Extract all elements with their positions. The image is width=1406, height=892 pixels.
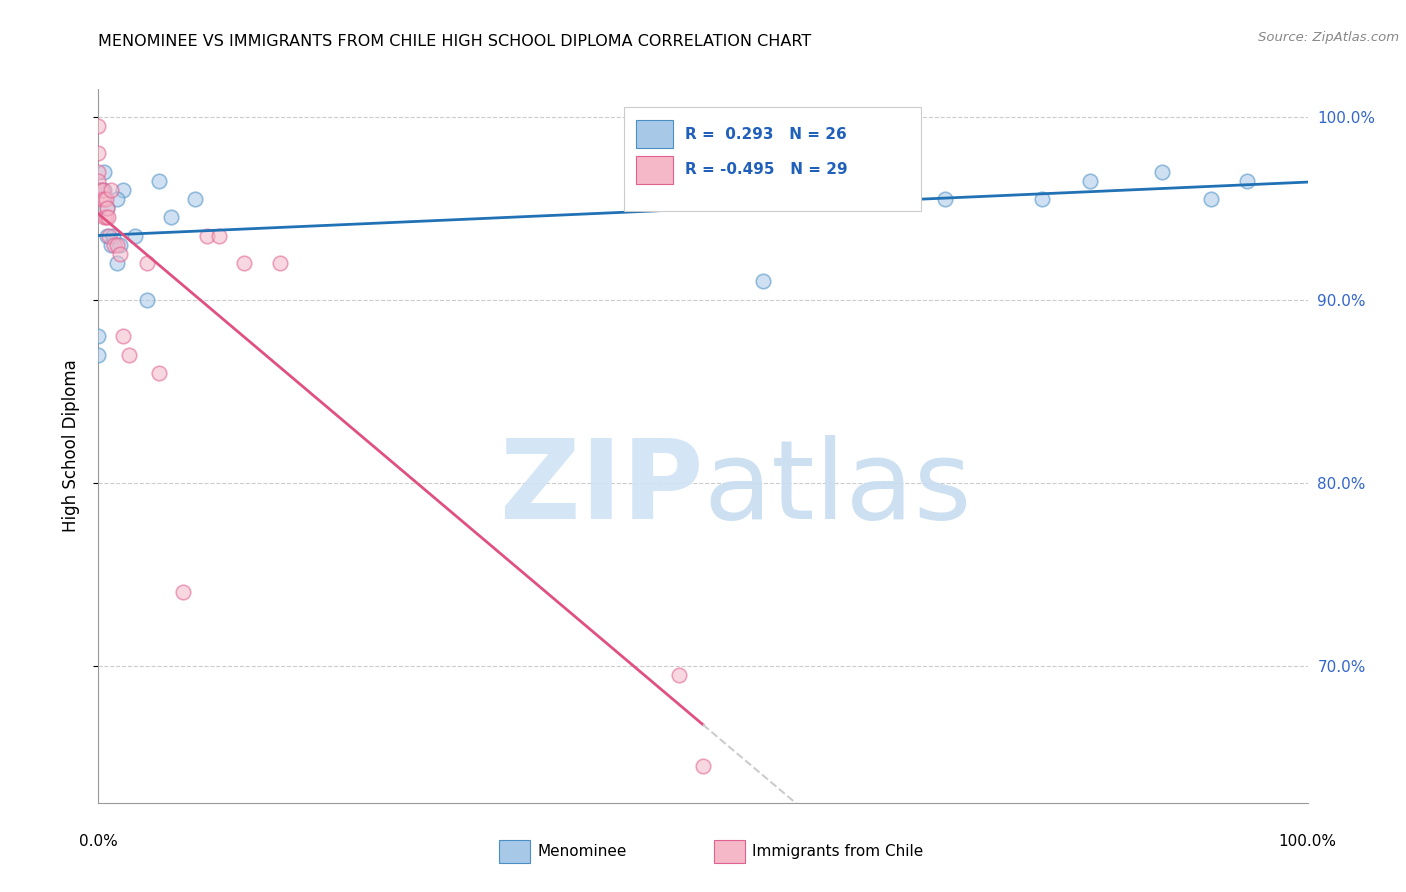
Point xyxy=(96,201,118,215)
Point xyxy=(90,183,112,197)
Point xyxy=(105,256,128,270)
Point xyxy=(108,247,131,261)
Point xyxy=(195,228,218,243)
Point xyxy=(94,192,117,206)
Point xyxy=(1152,164,1174,178)
Text: MENOMINEE VS IMMIGRANTS FROM CHILE HIGH SCHOOL DIPLOMA CORRELATION CHART: MENOMINEE VS IMMIGRANTS FROM CHILE HIGH … xyxy=(98,34,811,49)
Point xyxy=(101,228,124,243)
Point xyxy=(135,293,157,307)
Text: R = -0.495   N = 29: R = -0.495 N = 29 xyxy=(685,162,848,178)
FancyBboxPatch shape xyxy=(637,120,673,148)
Point xyxy=(111,183,134,197)
Point xyxy=(752,274,775,288)
Text: ZIP: ZIP xyxy=(499,435,703,542)
Point xyxy=(148,366,170,380)
Point xyxy=(148,174,170,188)
Point xyxy=(668,667,690,681)
Point xyxy=(87,119,110,133)
Point xyxy=(87,174,110,188)
Text: Menominee: Menominee xyxy=(537,845,627,859)
Point xyxy=(934,192,956,206)
Y-axis label: High School Diploma: High School Diploma xyxy=(62,359,80,533)
Point xyxy=(184,192,207,206)
Point xyxy=(118,347,141,361)
Point xyxy=(103,237,125,252)
Point xyxy=(111,329,134,343)
Point xyxy=(93,192,115,206)
Point xyxy=(1031,192,1053,206)
Point xyxy=(1199,192,1222,206)
Point xyxy=(100,237,122,252)
Point xyxy=(135,256,157,270)
Point xyxy=(93,164,115,178)
Point xyxy=(105,192,128,206)
Point xyxy=(91,183,114,197)
Point xyxy=(87,164,110,178)
Point xyxy=(87,146,110,161)
Text: Source: ZipAtlas.com: Source: ZipAtlas.com xyxy=(1258,31,1399,45)
Point xyxy=(124,228,146,243)
Point xyxy=(98,228,121,243)
Point xyxy=(108,237,131,252)
Point xyxy=(208,228,231,243)
FancyBboxPatch shape xyxy=(624,107,921,211)
Text: atlas: atlas xyxy=(703,435,972,542)
Point xyxy=(100,183,122,197)
Text: Immigrants from Chile: Immigrants from Chile xyxy=(752,845,924,859)
Text: 100.0%: 100.0% xyxy=(1278,834,1337,849)
Point xyxy=(93,183,115,197)
Point xyxy=(1078,174,1101,188)
Point xyxy=(1236,174,1258,188)
Point xyxy=(93,211,115,225)
Point xyxy=(96,228,118,243)
Point xyxy=(160,211,183,225)
Point xyxy=(96,201,118,215)
Point xyxy=(172,585,194,599)
Point xyxy=(87,329,110,343)
Text: 0.0%: 0.0% xyxy=(79,834,118,849)
Point xyxy=(232,256,254,270)
Point xyxy=(269,256,291,270)
Point xyxy=(692,759,714,773)
Point xyxy=(105,237,128,252)
Text: R =  0.293   N = 26: R = 0.293 N = 26 xyxy=(685,127,846,142)
Point xyxy=(97,211,120,225)
Point xyxy=(94,211,117,225)
Point xyxy=(90,192,112,206)
FancyBboxPatch shape xyxy=(637,155,673,184)
Point xyxy=(873,155,896,169)
Point xyxy=(90,183,112,197)
Point xyxy=(87,347,110,361)
